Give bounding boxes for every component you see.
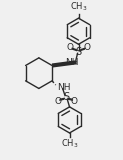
Text: NH: NH bbox=[57, 83, 70, 92]
Text: NH: NH bbox=[66, 58, 79, 67]
Text: O: O bbox=[83, 43, 90, 52]
Text: S: S bbox=[63, 92, 69, 102]
Text: S: S bbox=[75, 47, 82, 57]
Text: O: O bbox=[71, 97, 78, 106]
Text: O: O bbox=[54, 97, 62, 106]
Text: CH$_3$: CH$_3$ bbox=[61, 138, 78, 150]
Text: O: O bbox=[67, 43, 74, 52]
Text: CH$_3$: CH$_3$ bbox=[70, 1, 87, 13]
